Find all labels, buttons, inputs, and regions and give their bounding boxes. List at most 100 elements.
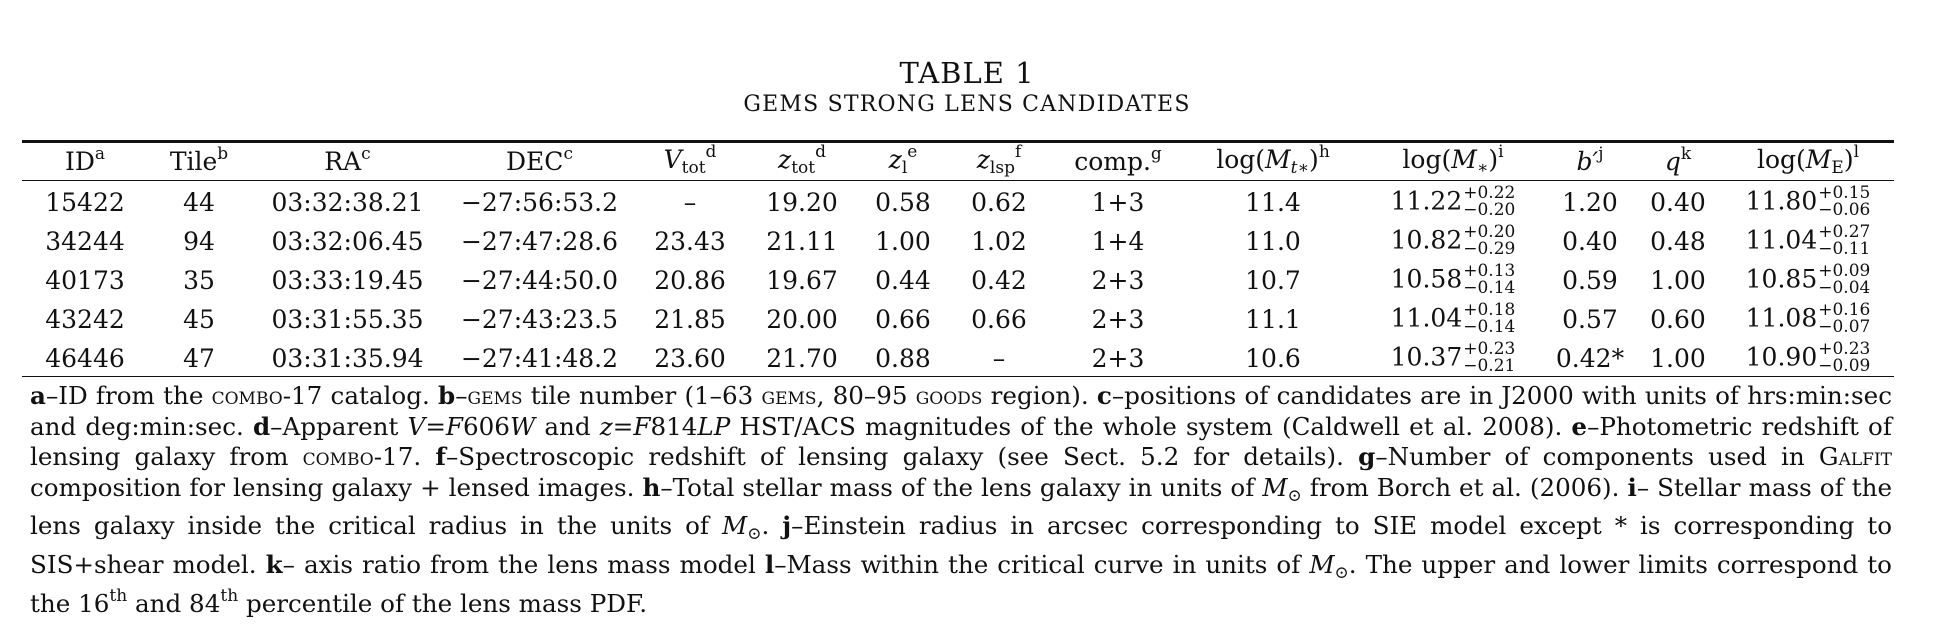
me-value: 11.08 [1745, 303, 1818, 332]
col-q: qk [1634, 143, 1722, 179]
me-lower: −0.07 [1818, 316, 1871, 337]
cell-dec: −27:47:28.6 [460, 227, 619, 256]
col-comp-label: comp. [1074, 146, 1151, 176]
cell-zl: 1.00 [875, 227, 931, 256]
cell-q: 1.00 [1650, 344, 1706, 373]
footnote-l-text-2: . The upper and lower limits correspond … [30, 549, 1892, 618]
me-lower: −0.09 [1818, 355, 1871, 376]
col-zl-sub: l [901, 157, 908, 178]
cell-zlsp: 1.02 [971, 227, 1027, 256]
footnote-key-c: c [1096, 381, 1112, 410]
cell-zlsp: – [992, 344, 1006, 373]
me-upper: +0.23 [1818, 338, 1871, 359]
cell-id: 46446 [45, 344, 125, 373]
table-row: 40173 35 03:33:19.45 −27:44:50.0 20.86 1… [22, 261, 1894, 300]
col-me-note: l [1853, 141, 1860, 162]
me-errors: +0.09 −0.04 [1818, 262, 1871, 298]
table-subtitle: GEMS STRONG LENS CANDIDATES [743, 92, 1191, 117]
footnote-g-text: –Number of components used in G [1375, 442, 1839, 472]
footnote-key-a: a [30, 381, 46, 410]
footnote-i-text-2: . [761, 511, 783, 541]
cell-ztot: 20.00 [766, 305, 838, 334]
cell-zl: 0.44 [875, 266, 931, 295]
cell-ra: 03:32:06.45 [271, 227, 424, 256]
col-mt-pre: log( [1216, 144, 1266, 174]
col-tile-label: Tile [169, 146, 218, 176]
me-errors: +0.15 −0.06 [1818, 182, 1871, 220]
footnote-g-galfit: alfit [1838, 442, 1892, 472]
cell-comp: 1+3 [1091, 188, 1145, 217]
cell-ztot: 21.11 [766, 227, 838, 256]
ms-value: 10.37 [1390, 342, 1463, 371]
footnote-a-text-2: -17 catalog. [282, 381, 438, 410]
footnote-d-v: V [407, 411, 426, 441]
footnote-d-eq2: = [612, 411, 634, 441]
col-id: IDa [22, 143, 148, 179]
col-vtot: Vtotd [634, 143, 746, 179]
table-footnotes: a–ID from the combo-17 catalog. b–gems t… [30, 381, 1892, 619]
cell-me: 10.90 +0.23 −0.09 [1722, 339, 1894, 378]
me-upper: +0.16 [1818, 299, 1871, 320]
col-ztot: ztotd [746, 143, 858, 179]
col-ztot-var: z [778, 144, 792, 174]
col-ms-var: M [1451, 144, 1477, 174]
cell-mt: 11.0 [1245, 227, 1301, 256]
col-zlsp: zlspf [948, 143, 1050, 179]
col-me-var: M [1805, 144, 1832, 174]
col-ztot-sub: tot [791, 157, 816, 178]
col-tile: Tileb [148, 143, 250, 179]
me-lower: −0.06 [1818, 199, 1871, 220]
me-errors: +0.16 −0.07 [1818, 299, 1871, 337]
ms-upper: +0.13 [1463, 260, 1516, 281]
cell-ztot: 21.70 [766, 344, 838, 373]
ms-errors: +0.23 −0.21 [1463, 340, 1516, 376]
cell-q: 1.00 [1650, 266, 1706, 295]
ms-lower: −0.21 [1463, 355, 1516, 376]
footnote-d-text: –Apparent [270, 411, 408, 441]
col-mt-sub: t∗ [1290, 157, 1310, 178]
me-lower: −0.11 [1818, 238, 1871, 259]
footnote-key-i: i [1627, 472, 1637, 502]
ms-upper: +0.20 [1463, 221, 1516, 242]
cell-id: 15422 [45, 188, 125, 217]
footnote-h-text: –Total stellar mass of the lens galaxy i… [660, 472, 1263, 502]
me-upper: +0.15 [1818, 182, 1871, 203]
col-mt-note: h [1318, 141, 1330, 162]
cell-b: 1.20 [1562, 188, 1618, 217]
cell-ra: 03:31:55.35 [271, 305, 424, 334]
cell-me: 11.08 +0.16 −0.07 [1722, 300, 1894, 339]
top-rule [22, 140, 1894, 143]
cell-ms: 10.82 +0.20 −0.29 [1360, 222, 1546, 261]
col-tile-note: b [217, 143, 229, 164]
cell-tile: 47 [183, 344, 215, 373]
footnote-g-text-2: composition for lensing galaxy + lensed … [30, 472, 643, 502]
cell-ms: 11.22 +0.22 −0.20 [1360, 179, 1546, 222]
ms-lower: −0.14 [1463, 316, 1516, 337]
cell-vtot: – [683, 188, 697, 217]
footnote-d-z: z [599, 411, 613, 441]
footnote-b-text-2: tile number (1–63 [522, 381, 762, 410]
cell-dec: −27:41:48.2 [460, 344, 619, 373]
cell-zl: 0.88 [875, 344, 931, 373]
cell-zlsp: 0.42 [971, 266, 1027, 295]
me-lower: −0.04 [1818, 277, 1871, 298]
cell-vtot: 23.43 [654, 227, 726, 256]
cell-zlsp: 0.62 [971, 188, 1027, 217]
col-mt-var: M [1265, 144, 1291, 174]
col-dec-label: DEC [506, 146, 564, 176]
me-errors: +0.23 −0.09 [1818, 338, 1871, 376]
cell-me: 11.04 +0.27 −0.11 [1722, 222, 1894, 261]
cell-b: 0.59 [1562, 266, 1618, 295]
footnote-d-text-2: HST/ACS magnitudes of the whole system (… [730, 411, 1572, 441]
footnote-h-m: M [1262, 472, 1288, 502]
col-comp-note: g [1150, 143, 1162, 164]
col-dec: DECc [445, 143, 634, 179]
cell-id: 43242 [45, 305, 125, 334]
cell-id: 34244 [45, 227, 125, 256]
ms-upper: +0.18 [1463, 299, 1516, 320]
ms-value: 11.04 [1390, 303, 1463, 332]
lens-candidates-table: IDa Tileb RAc DECc Vtotd ztotd zle zlspf… [22, 143, 1894, 378]
footnote-a-combo: combo [211, 381, 283, 410]
col-ra: RAc [250, 143, 445, 179]
bottom-rule [22, 376, 1894, 378]
